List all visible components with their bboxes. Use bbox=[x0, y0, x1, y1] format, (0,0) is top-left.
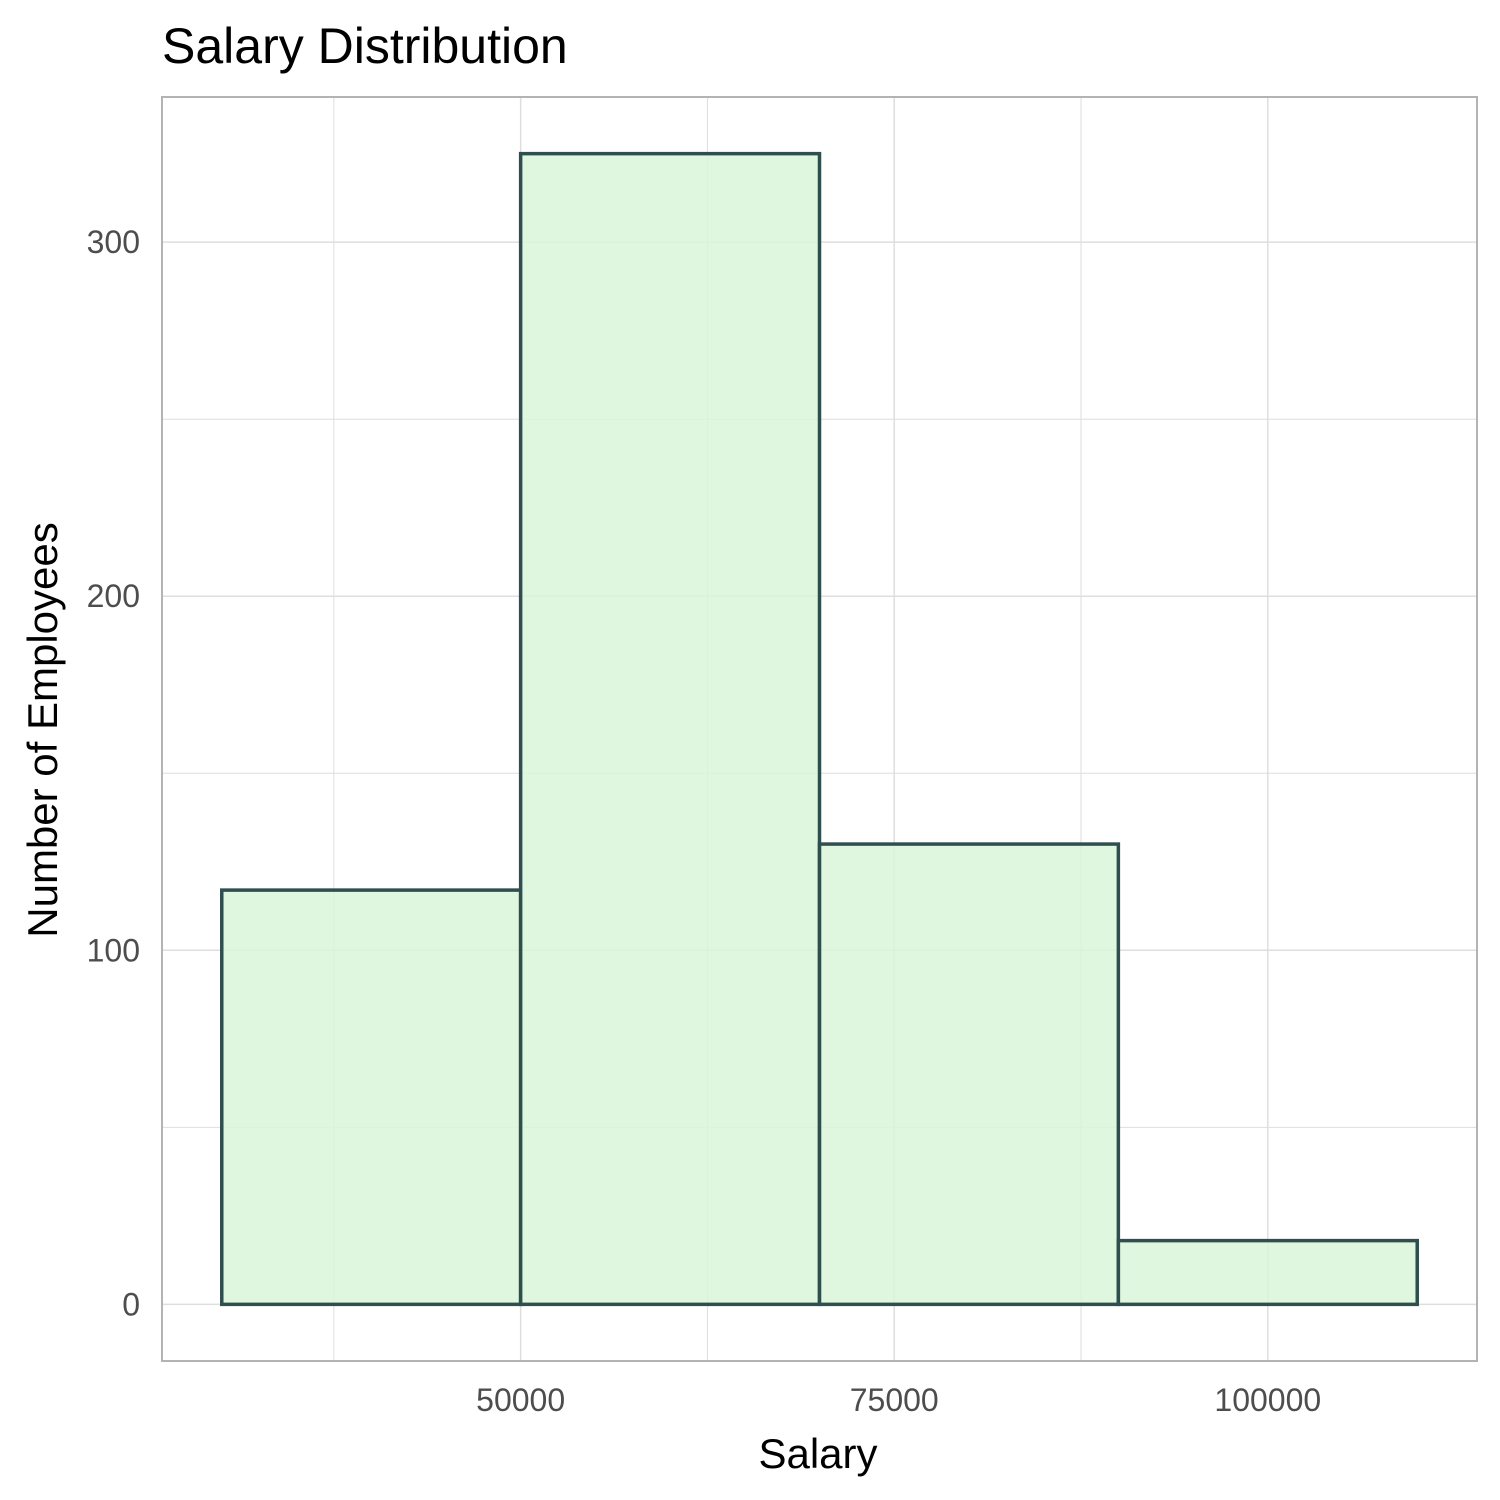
x-axis-title: Salary bbox=[758, 1430, 877, 1477]
x-tick-label: 50000 bbox=[476, 1382, 565, 1418]
x-tick-label: 75000 bbox=[850, 1382, 939, 1418]
histogram-bar bbox=[817, 842, 1121, 1307]
histogram-bar bbox=[1116, 1238, 1419, 1307]
histogram-bars bbox=[220, 151, 1419, 1307]
y-tick-label: 100 bbox=[87, 932, 140, 968]
histogram-bar bbox=[518, 151, 822, 1307]
panel-border bbox=[161, 96, 1478, 1362]
chart-title: Salary Distribution bbox=[162, 18, 568, 74]
y-axis-title: Number of Employees bbox=[19, 522, 66, 938]
y-tick-label: 300 bbox=[87, 224, 140, 260]
y-tick-label: 200 bbox=[87, 578, 140, 614]
x-tick-label: 100000 bbox=[1214, 1382, 1321, 1418]
axis-tick-labels: 50000 75000 100000 0 100 200 300 bbox=[87, 224, 1322, 1418]
y-tick-label: 0 bbox=[122, 1286, 140, 1322]
histogram-bar bbox=[220, 888, 523, 1307]
